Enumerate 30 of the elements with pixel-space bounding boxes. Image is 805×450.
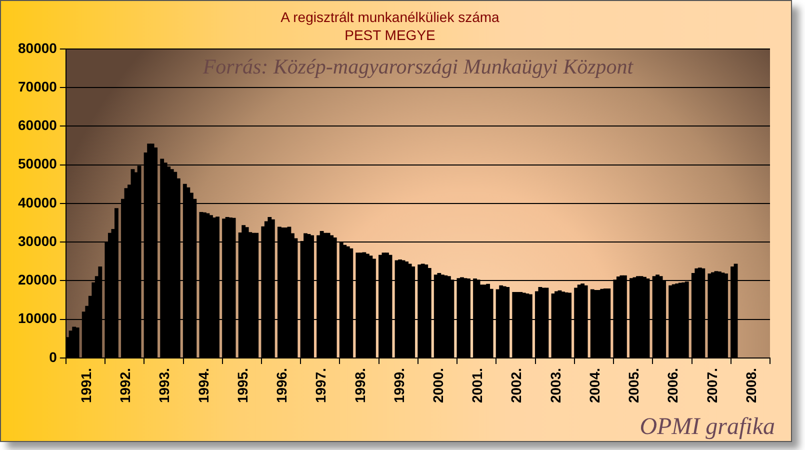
x-tick-label: 1991. [78, 368, 94, 404]
y-tick-label: 30000 [18, 232, 58, 249]
x-tick-label: 2003. [547, 368, 564, 404]
text: OPMI grafika [640, 414, 775, 440]
x-tick-label: 1996. [274, 368, 290, 404]
chart-title: A regisztrált munkanélküliek száma [280, 9, 500, 25]
y-tick-label: 50000 [18, 156, 58, 172]
x-tick-label: 2000. [430, 368, 446, 404]
x-tick-label: 1995. [234, 368, 250, 404]
x-tick-label: 2008. [742, 368, 759, 404]
x-tick-label: 1993. [156, 368, 172, 404]
y-tick-label: 10000 [18, 310, 58, 326]
chart-subtitle: PEST MEGYE [344, 27, 436, 43]
x-tick-label: 1999. [390, 368, 407, 404]
x-tick-label: 2001. [469, 368, 486, 404]
x-tick-label: 1997. [312, 368, 329, 404]
y-tick-label: 20000 [18, 272, 58, 288]
y-tick-label: 40000 [18, 194, 58, 210]
x-tick-label: 1994. [195, 368, 212, 404]
y-tick-label: 60000 [18, 117, 58, 134]
x-tick-label: 1998. [352, 368, 368, 404]
y-tick-label: 70000 [18, 78, 58, 94]
x-tick-label: 2006. [664, 368, 681, 404]
x-tick-label: 2005. [626, 368, 642, 404]
y-tick-label: 0 [49, 348, 58, 365]
y-tick-label: 80000 [18, 40, 58, 56]
x-tick-label: 2002. [508, 368, 524, 404]
x-tick-label: 2007. [704, 368, 720, 404]
x-tick-label: 1992. [117, 368, 134, 404]
x-tick-label: 2004. [586, 368, 602, 404]
